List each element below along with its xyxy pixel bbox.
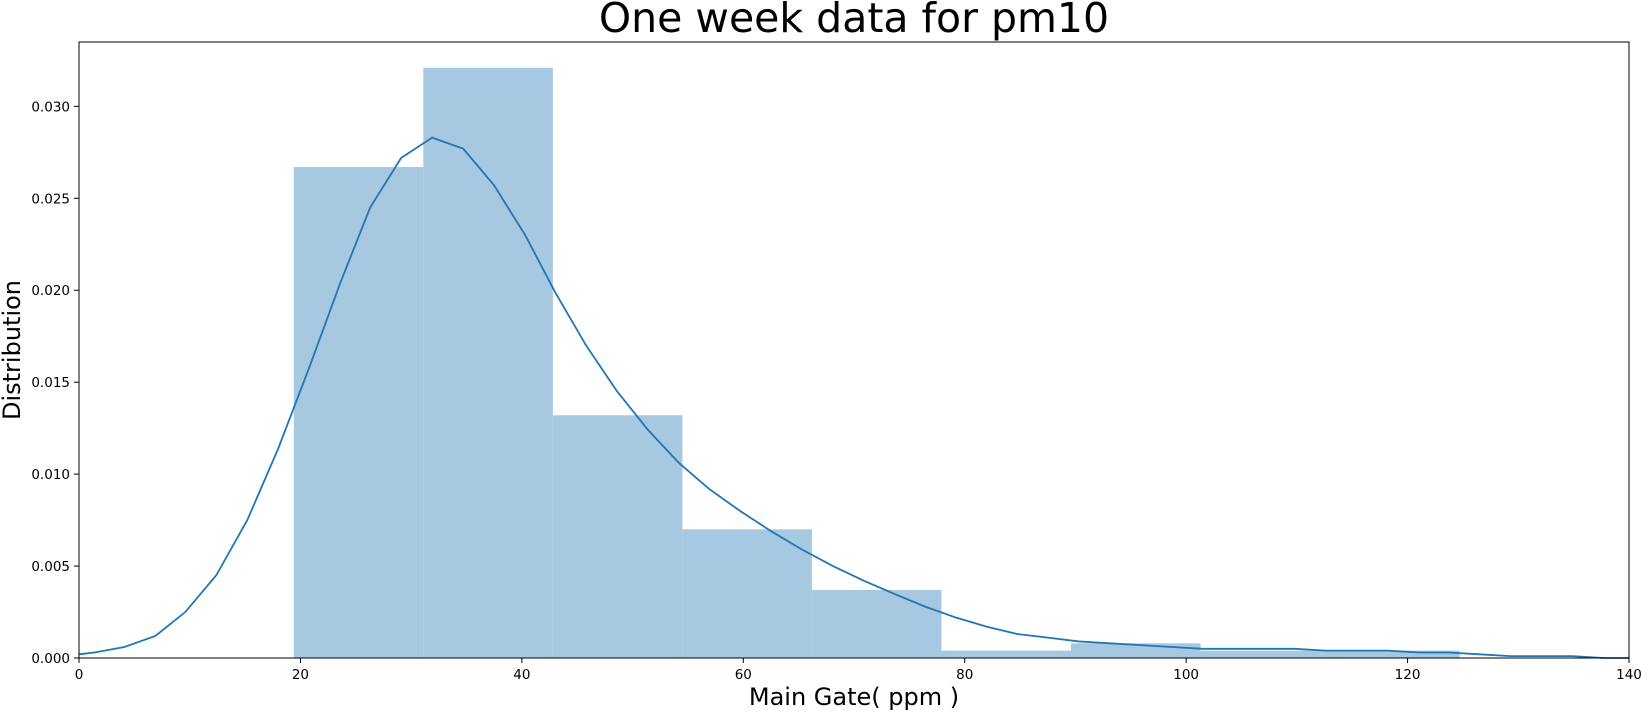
y-tick-label: 0.010 [31, 467, 70, 483]
histogram-bar-8 [1330, 650, 1460, 658]
chart-title: One week data for pm10 [599, 0, 1109, 42]
y-axis-label: Distribution [0, 280, 26, 420]
histogram-bar-3 [682, 529, 812, 658]
x-axis-label: Main Gate( ppm ) [749, 683, 959, 711]
histogram-bar-7 [1200, 650, 1331, 658]
y-tick-label: 0.030 [31, 99, 70, 115]
x-tick-label: 60 [735, 667, 752, 683]
x-axis-ticks: 0 20 40 60 80 100 120 140 [75, 658, 1641, 683]
y-tick-label: 0.000 [31, 651, 70, 667]
y-tick-label: 0.015 [31, 375, 70, 391]
histogram-bars [293, 67, 1460, 658]
x-tick-label: 20 [292, 667, 309, 683]
histogram-bar-0 [293, 167, 424, 658]
x-tick-label: 40 [513, 667, 530, 683]
histogram-bar-5 [941, 650, 1071, 658]
histogram-bar-2 [552, 415, 683, 658]
x-tick-label: 100 [1173, 667, 1199, 683]
kde-curve [78, 136, 1629, 659]
x-tick-label: 0 [75, 667, 84, 683]
x-tick-label: 120 [1395, 667, 1421, 683]
plot-frame [78, 41, 1630, 659]
x-tick-label: 140 [1616, 667, 1641, 683]
y-axis-ticks: 0.000 0.005 0.010 0.015 0.020 0.025 0.030 [31, 99, 79, 667]
y-tick-label: 0.020 [31, 283, 70, 299]
y-tick-label: 0.005 [31, 559, 70, 575]
histogram-bar-4 [811, 589, 942, 658]
x-tick-label: 80 [956, 667, 973, 683]
y-tick-label: 0.025 [31, 191, 70, 207]
histogram-bar-1 [423, 67, 553, 658]
